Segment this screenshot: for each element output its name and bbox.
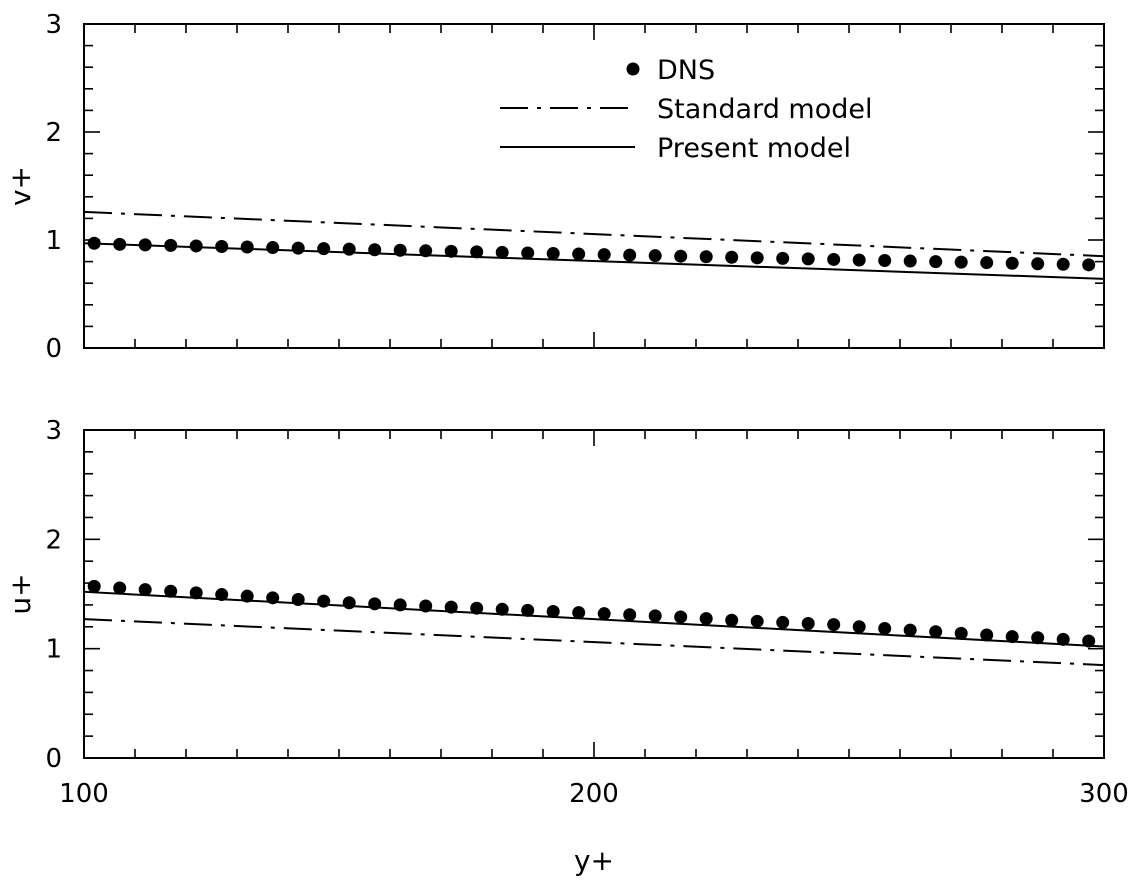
plot-frame	[83, 429, 1105, 759]
dns-point	[1031, 631, 1045, 645]
dns-point	[1005, 256, 1019, 270]
dns-point	[572, 247, 586, 261]
dns-point	[852, 253, 866, 267]
y-tick-label: 3	[45, 10, 62, 40]
y-axis-label: u+	[4, 573, 37, 614]
dns-point	[929, 625, 943, 639]
dns-point	[189, 586, 203, 600]
dns-point	[903, 254, 917, 268]
dns-point	[215, 239, 229, 253]
dns-point	[113, 581, 127, 595]
dns-point	[878, 254, 892, 268]
dns-point	[1056, 257, 1070, 271]
dns-point	[725, 613, 739, 627]
dns-point	[291, 241, 305, 255]
dns-point	[648, 609, 662, 623]
x-tick-label: 200	[569, 779, 619, 809]
dns-point	[470, 245, 484, 259]
dns-point	[572, 606, 586, 620]
dns-point	[1031, 257, 1045, 271]
dns-point	[240, 240, 254, 254]
panel-bottom: 0 1 2 3 100 200 300 u+ y+	[4, 416, 1129, 877]
dns-point	[266, 241, 280, 255]
x-axis-label: y+	[574, 844, 614, 877]
dns-point	[750, 251, 764, 265]
dns-point	[317, 242, 331, 256]
series-dns	[87, 579, 1096, 648]
dns-point	[1082, 258, 1096, 272]
present-model-line	[83, 590, 1105, 648]
dns-point	[852, 620, 866, 634]
x-tick-label: 100	[59, 779, 109, 809]
dns-point	[623, 248, 637, 262]
dns-point	[597, 607, 611, 621]
y-tick-label: 1	[45, 635, 62, 665]
dns-point	[725, 250, 739, 264]
dns-point	[699, 612, 713, 626]
dns-point	[954, 255, 968, 269]
dns-point	[801, 252, 815, 266]
dns-point	[87, 579, 101, 593]
dns-point	[674, 610, 688, 624]
y-axis-label: v+	[4, 166, 37, 206]
x-tick-label: 300	[1079, 779, 1129, 809]
dns-point	[801, 617, 815, 631]
dns-point	[444, 244, 458, 258]
standard-model-line	[83, 618, 1105, 667]
legend-label: DNS	[657, 55, 715, 86]
standard-model-line	[83, 210, 1105, 258]
dns-point	[164, 584, 178, 598]
dns-point	[546, 247, 560, 260]
dns-point	[342, 596, 356, 610]
dns-point	[776, 251, 790, 265]
y-tick-label: 2	[45, 525, 62, 555]
series-dns	[87, 236, 1096, 272]
y-tick-label: 2	[45, 118, 62, 148]
dns-point	[470, 601, 484, 615]
dns-point	[1056, 632, 1070, 646]
dns-point	[674, 249, 688, 263]
dns-point	[699, 250, 713, 264]
dns-point	[597, 248, 611, 262]
dns-point	[189, 239, 203, 253]
dns-point	[1082, 634, 1096, 648]
y-tick-label: 0	[45, 744, 62, 774]
dns-point	[215, 588, 229, 602]
dns-point	[827, 252, 841, 266]
dns-point	[827, 618, 841, 632]
present-model-line	[83, 242, 1105, 280]
panel-top: 0 1 2 3 v+ DNS Standard model Present model	[4, 10, 1105, 364]
dns-point	[1005, 630, 1019, 644]
legend-dns-marker	[626, 62, 640, 76]
legend: DNS Standard model Present model	[500, 55, 873, 164]
dns-point	[903, 623, 917, 637]
dns-point	[521, 603, 535, 617]
dns-point	[980, 256, 994, 270]
y-tick-label: 0	[45, 334, 62, 364]
dns-point	[521, 246, 535, 260]
dns-point	[776, 615, 790, 629]
dns-point	[980, 628, 994, 642]
dns-point	[878, 621, 892, 635]
y-tick-label: 1	[45, 226, 62, 256]
dns-point	[648, 249, 662, 263]
legend-label: Standard model	[657, 94, 873, 125]
dns-point	[546, 604, 560, 618]
dns-point	[138, 583, 152, 597]
dns-point	[623, 608, 637, 622]
dns-point	[954, 626, 968, 640]
dns-point	[495, 245, 509, 259]
y-tick-label: 3	[45, 416, 62, 446]
dns-point	[929, 255, 943, 269]
dns-point	[495, 602, 509, 616]
dns-point	[750, 614, 764, 628]
dns-point	[419, 244, 433, 258]
legend-label: Present model	[657, 133, 851, 164]
dns-point	[342, 242, 356, 256]
plot-frame	[83, 23, 1105, 349]
